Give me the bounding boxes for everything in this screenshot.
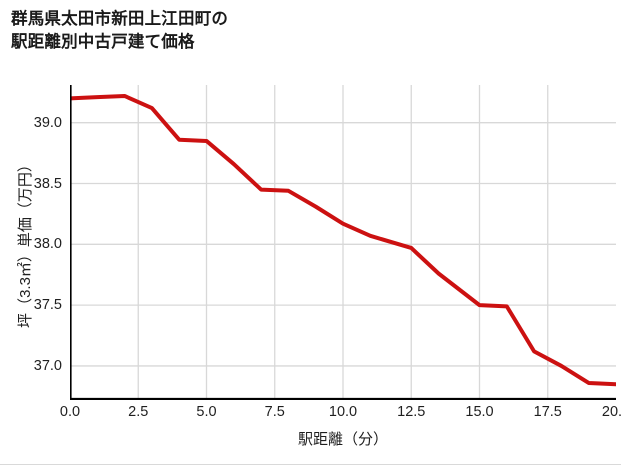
x-tick-label: 15.0 [465,404,494,420]
y-tick-label: 39.0 [33,114,62,131]
x-tick-label: 12.5 [397,404,426,420]
x-tick-label: 10.0 [328,404,358,420]
data-line-series-0 [70,93,616,387]
x-tick-label: 7.5 [264,404,285,420]
y-tick-label: 37.5 [33,297,62,314]
x-tick-label: 17.5 [533,404,562,420]
plot-svg [70,85,616,400]
plot-area [70,85,616,400]
grid-lines [70,85,616,400]
x-tick-label: 2.5 [128,404,149,420]
x-tick-label: 5.0 [196,404,217,420]
y-tick-label: 38.5 [33,175,62,192]
y-tick-label: 37.0 [33,357,62,374]
y-tick-label: 38.0 [33,236,62,253]
y-axis-label: 坪（3.3㎡）単価（万円） [17,157,34,328]
x-axis-label: 駅距離（分） [297,431,388,448]
x-tick-label: 20.0 [601,404,621,420]
data-series-group [70,93,616,387]
tick-marks [70,121,616,400]
chart-title: 群馬県太田市新田上江田町の 駅距離別中古戸建て価格 [11,10,229,51]
x-tick-label: 0.0 [59,404,81,420]
